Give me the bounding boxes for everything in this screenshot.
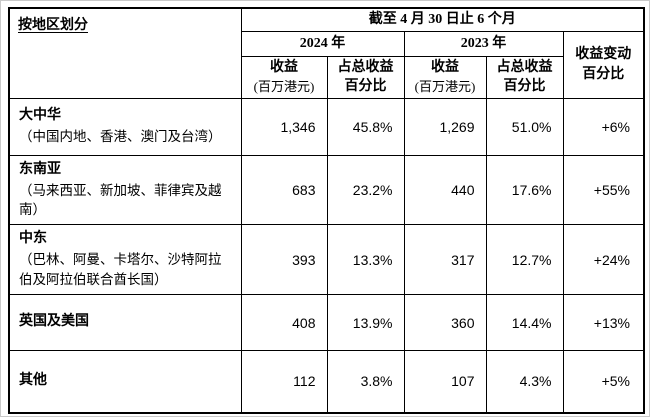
revenue-header-unit: (百万港元) (253, 78, 315, 94)
revenue-2023-value: 107 (403, 350, 487, 414)
share-header-line2: 百分比 (503, 79, 546, 95)
share-2023-value: 14.4% (485, 294, 564, 352)
revenue-2024-value: 393 (240, 224, 328, 296)
revenue-2024-value: 408 (240, 294, 328, 352)
revenue-header-line1: 收益 (270, 60, 298, 76)
share-2024-header: 占总收益 百分比 (326, 55, 405, 99)
region-subtext: （巴林、阿曼、卡塔尔、沙特阿拉伯及阿拉伯联合酋长国） (19, 252, 222, 288)
table-row: 英国及美国 408 13.9% 360 14.4% +13% (8, 294, 645, 352)
region-name: 大中华 (19, 108, 61, 124)
revenue-header-line1: 收益 (431, 60, 459, 76)
change-value: +55% (562, 154, 645, 226)
share-2023-value: 12.7% (485, 224, 564, 296)
share-2024-value: 13.3% (326, 224, 405, 296)
revenue-2024-value: 112 (240, 350, 328, 414)
period-header: 截至 4 月 30 日止 6 个月 (240, 7, 645, 32)
region-subtext: （中国内地、香港、澳门及台湾） (19, 129, 222, 145)
share-header-line1: 占总收益 (496, 59, 553, 75)
table-row: 东南亚 （马来西亚、新加坡、菲律宾及越南） 683 23.2% 440 17.6… (8, 154, 645, 226)
share-2023-value: 51.0% (485, 97, 564, 156)
revenue-2023-value: 1,269 (403, 97, 487, 156)
share-2023-value: 4.3% (485, 350, 564, 414)
share-2023-value: 17.6% (485, 154, 564, 226)
year-2024-header: 2024 年 (240, 30, 405, 57)
region-column-header: 按地区划分 (8, 7, 242, 99)
change-value: +13% (562, 294, 645, 352)
revenue-2024-value: 683 (240, 154, 328, 226)
change-value: +6% (562, 97, 645, 156)
share-header-line2: 百分比 (344, 79, 387, 95)
share-2024-value: 45.8% (326, 97, 405, 156)
region-name: 东南亚 (19, 161, 61, 177)
region-cell: 英国及美国 (8, 294, 242, 352)
change-column-header: 收益变动 百分比 (562, 30, 645, 99)
revenue-by-region-table: 按地区划分 截至 4 月 30 日止 6 个月 2024 年 2023 年 收益… (8, 7, 645, 414)
revenue-2023-value: 360 (403, 294, 487, 352)
region-cell: 中东 （巴林、阿曼、卡塔尔、沙特阿拉伯及阿拉伯联合酋长国） (8, 224, 242, 296)
revenue-2024-header: 收益 (百万港元) (240, 55, 328, 99)
change-value: +5% (562, 350, 645, 414)
revenue-2023-header: 收益 (百万港元) (403, 55, 487, 99)
change-header-line2: 百分比 (582, 66, 625, 82)
year-2023-header: 2023 年 (403, 30, 564, 57)
revenue-2023-value: 440 (403, 154, 487, 226)
region-cell: 其他 (8, 350, 242, 414)
share-2024-value: 23.2% (326, 154, 405, 226)
region-name: 中东 (19, 231, 47, 247)
region-name: 英国及美国 (19, 314, 89, 330)
share-2024-value: 13.9% (326, 294, 405, 352)
region-cell: 东南亚 （马来西亚、新加坡、菲律宾及越南） (8, 154, 242, 226)
table-row: 大中华 （中国内地、香港、澳门及台湾） 1,346 45.8% 1,269 51… (8, 97, 645, 156)
table-row: 其他 112 3.8% 107 4.3% +5% (8, 350, 645, 414)
share-header-line1: 占总收益 (337, 59, 394, 75)
change-header-line1: 收益变动 (575, 47, 632, 63)
revenue-header-unit: (百万港元) (414, 78, 476, 94)
change-value: +24% (562, 224, 645, 296)
share-2024-value: 3.8% (326, 350, 405, 414)
share-2023-header: 占总收益 百分比 (485, 55, 564, 99)
region-subtext: （马来西亚、新加坡、菲律宾及越南） (19, 182, 222, 218)
table-row: 中东 （巴林、阿曼、卡塔尔、沙特阿拉伯及阿拉伯联合酋长国） 393 13.3% … (8, 224, 645, 296)
region-name: 其他 (19, 372, 47, 388)
revenue-2024-value: 1,346 (240, 97, 328, 156)
revenue-2023-value: 317 (403, 224, 487, 296)
region-cell: 大中华 （中国内地、香港、澳门及台湾） (8, 97, 242, 156)
region-header-label: 按地区划分 (18, 18, 88, 33)
